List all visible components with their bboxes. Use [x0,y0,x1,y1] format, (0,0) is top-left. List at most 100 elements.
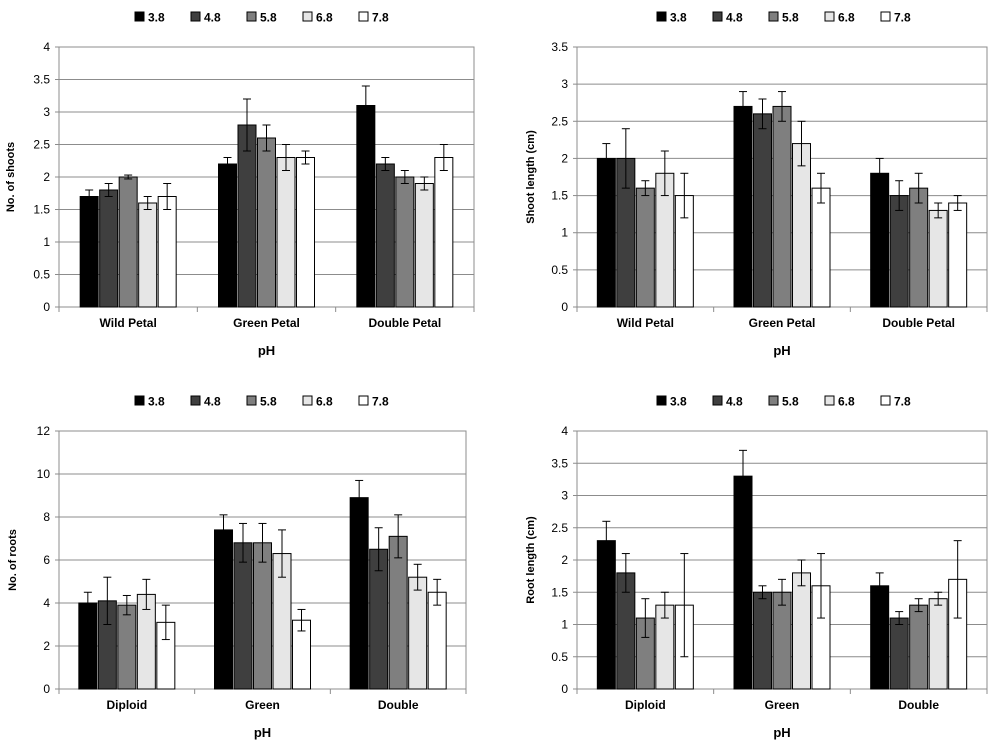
category-label: Green [245,698,280,712]
legend-swatch [656,11,667,22]
bar-4.8-green [233,542,253,690]
chart-2: 0 0.5 1 1.5 2 2.5 3 3.5 Wild Petal Green Petal Dou… [525,11,988,358]
legend-label: 3.8 [670,11,687,25]
bar-5.8-double-petal [909,187,929,308]
bar-3.8-wild-petal [596,157,616,308]
bar-5.8-green-petal [772,105,792,308]
bar-7.8-double-petal [948,202,968,308]
bar-6.8-double [408,576,428,690]
y-tick-label: 0.5 [551,650,568,664]
bar-3.8-diploid [78,602,98,690]
legend-swatch [880,11,891,22]
legend-swatch [824,395,835,406]
bar-4.8-wild-petal [99,189,119,308]
bar-5.8-green [772,591,792,690]
legend-swatch [134,395,145,406]
y-tick-label: 2 [43,639,50,653]
category-label: Wild Petal [100,316,157,330]
y-tick-label: 3 [561,489,568,503]
y-tick-label: 1.5 [551,585,568,599]
y-tick-label: 2 [561,151,568,165]
legend: 3.8 4.8 5.8 6.8 7.8 [134,395,389,409]
chart-1: 0 0.5 1 1.5 2 2.5 3 3.5 4 Wild Petal Green Petal Do… [5,11,475,358]
legend-swatch [712,11,723,22]
legend-label: 7.8 [372,395,389,409]
y-tick-label: 2.5 [551,521,568,535]
y-tick-label: 1 [561,226,568,240]
y-axis-title: No. of roots [7,529,19,591]
category-label: Double Petal [882,316,955,330]
legend-label: 3.8 [148,395,165,409]
y-tick-label: 0 [43,682,50,696]
legend-swatch [190,395,201,406]
legend-label: 7.8 [372,11,389,25]
category-label: Green Petal [233,316,300,330]
category-label: Green Petal [749,316,816,330]
legend-label: 4.8 [204,395,221,409]
bar-6.8-double-petal [414,183,434,308]
bar-6.8-green-petal [276,157,296,308]
legend: 3.8 4.8 5.8 6.8 7.8 [656,395,911,409]
y-tick-label: 4 [43,40,50,54]
bar-3.8-green-petal [733,105,753,308]
legend-label: 6.8 [316,395,333,409]
legend-swatch [768,395,779,406]
category-label: Wild Petal [617,316,674,330]
legend-label: 4.8 [726,11,743,25]
y-tick-label: 0.5 [33,268,50,282]
legend-label: 5.8 [260,11,277,25]
legend-swatch [134,11,145,22]
legend-label: 6.8 [838,11,855,25]
bar-5.8-wild-petal [118,176,138,308]
bar-3.8-double-petal [870,172,890,308]
bar-6.8-green-petal [792,143,811,308]
legend-swatch [768,11,779,22]
y-tick-label: 4 [43,596,50,610]
bar-7.8-double-petal [434,157,454,308]
category-label: Double Petal [368,316,441,330]
y-tick-label: 2.5 [33,138,50,152]
legend-swatch [358,11,369,22]
y-tick-label: 0 [561,300,568,314]
y-tick-label: 3 [43,105,50,119]
bar-3.8-wild-petal [79,196,99,308]
y-tick-label: 2 [43,170,50,184]
y-tick-label: 0 [561,682,568,696]
y-tick-label: 1.5 [551,189,568,203]
bar-7.8-green-petal [296,157,315,308]
y-tick-label: 4 [561,424,568,438]
y-tick-label: 1 [561,618,568,632]
y-tick-label: 3 [561,77,568,91]
y-tick-label: 3.5 [33,73,50,87]
bar-5.8-double [388,535,408,690]
legend-label: 7.8 [894,395,911,409]
bar-4.8-double [889,617,909,690]
y-tick-label: 8 [43,510,50,524]
bar-4.8-green-petal [753,113,772,308]
y-tick-label: 1.5 [33,203,50,217]
bar-5.8-diploid [117,604,137,690]
bar-5.8-double-petal [395,176,415,308]
bar-7.8-wild-petal [157,196,177,308]
bar-6.8-double [928,598,948,690]
bar-7.8-green-petal [811,187,831,308]
bar-6.8-wild-petal [138,202,158,308]
y-axis-title: Shoot length (cm) [525,130,537,224]
bar-5.8-double [909,604,929,690]
x-axis-title: pH [773,343,790,358]
y-tick-label: 2.5 [551,114,568,128]
bar-7.8-double [427,591,447,690]
y-tick-label: 0 [43,300,50,314]
bar-5.8-green [253,542,272,690]
bar-4.8-green [753,591,772,690]
category-label: Diploid [106,698,147,712]
legend: 3.8 4.8 5.8 6.8 7.8 [656,11,911,25]
legend-label: 3.8 [148,11,165,25]
legend-swatch [246,11,257,22]
category-label: Diploid [625,698,666,712]
y-tick-label: 6 [43,553,50,567]
bar-3.8-double [870,585,890,690]
legend-swatch [302,11,313,22]
x-axis-title: pH [773,725,790,740]
